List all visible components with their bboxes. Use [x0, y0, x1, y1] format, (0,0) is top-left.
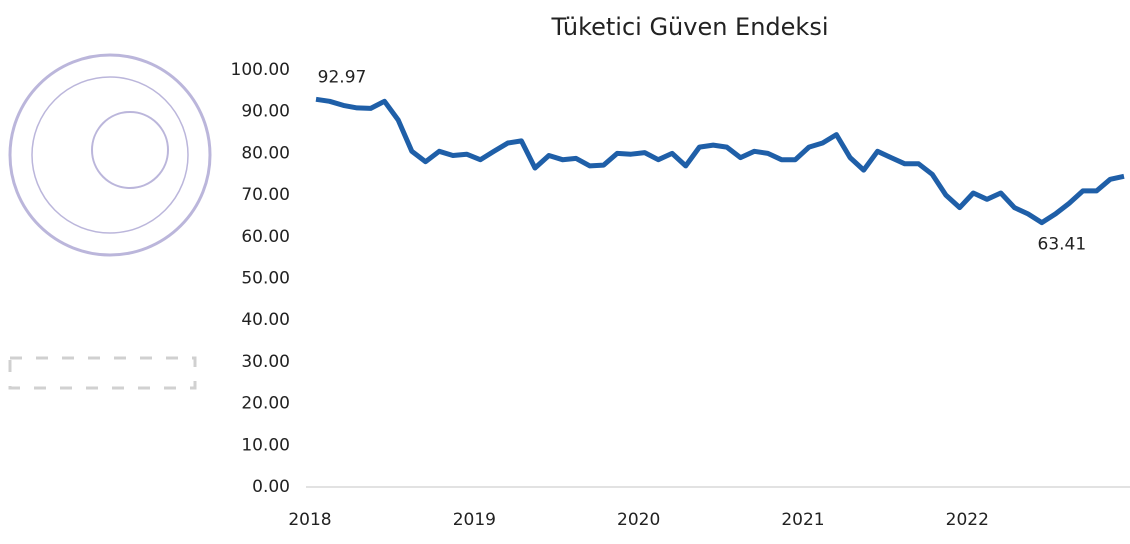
- x-tick-label: 2018: [288, 510, 331, 530]
- y-tick-label: 60.00: [241, 227, 290, 247]
- x-tick-label: 2022: [946, 510, 989, 530]
- y-tick-label: 20.00: [241, 394, 290, 414]
- y-tick-label: 70.00: [241, 185, 290, 205]
- data-line: [315, 96, 1125, 226]
- x-tick-label: 2019: [453, 510, 496, 530]
- y-tick-label: 90.00: [241, 102, 290, 122]
- y-tick-label: 30.00: [241, 352, 290, 372]
- y-tick-label: 50.00: [241, 269, 290, 289]
- chart-title: Tüketici Güven Endeksi: [550, 13, 828, 41]
- y-tick-label: 100.00: [231, 60, 290, 80]
- x-tick-label: 2020: [617, 510, 660, 530]
- data-label: 63.41: [1038, 235, 1087, 255]
- data-label: 92.97: [318, 67, 367, 87]
- y-tick-label: 0.00: [252, 477, 290, 497]
- stamp: [8, 53, 212, 390]
- y-tick-label: 10.00: [241, 435, 290, 455]
- x-tick-label: 2021: [781, 510, 824, 530]
- y-tick-label: 80.00: [241, 143, 290, 163]
- y-tick-label: 40.00: [241, 310, 290, 330]
